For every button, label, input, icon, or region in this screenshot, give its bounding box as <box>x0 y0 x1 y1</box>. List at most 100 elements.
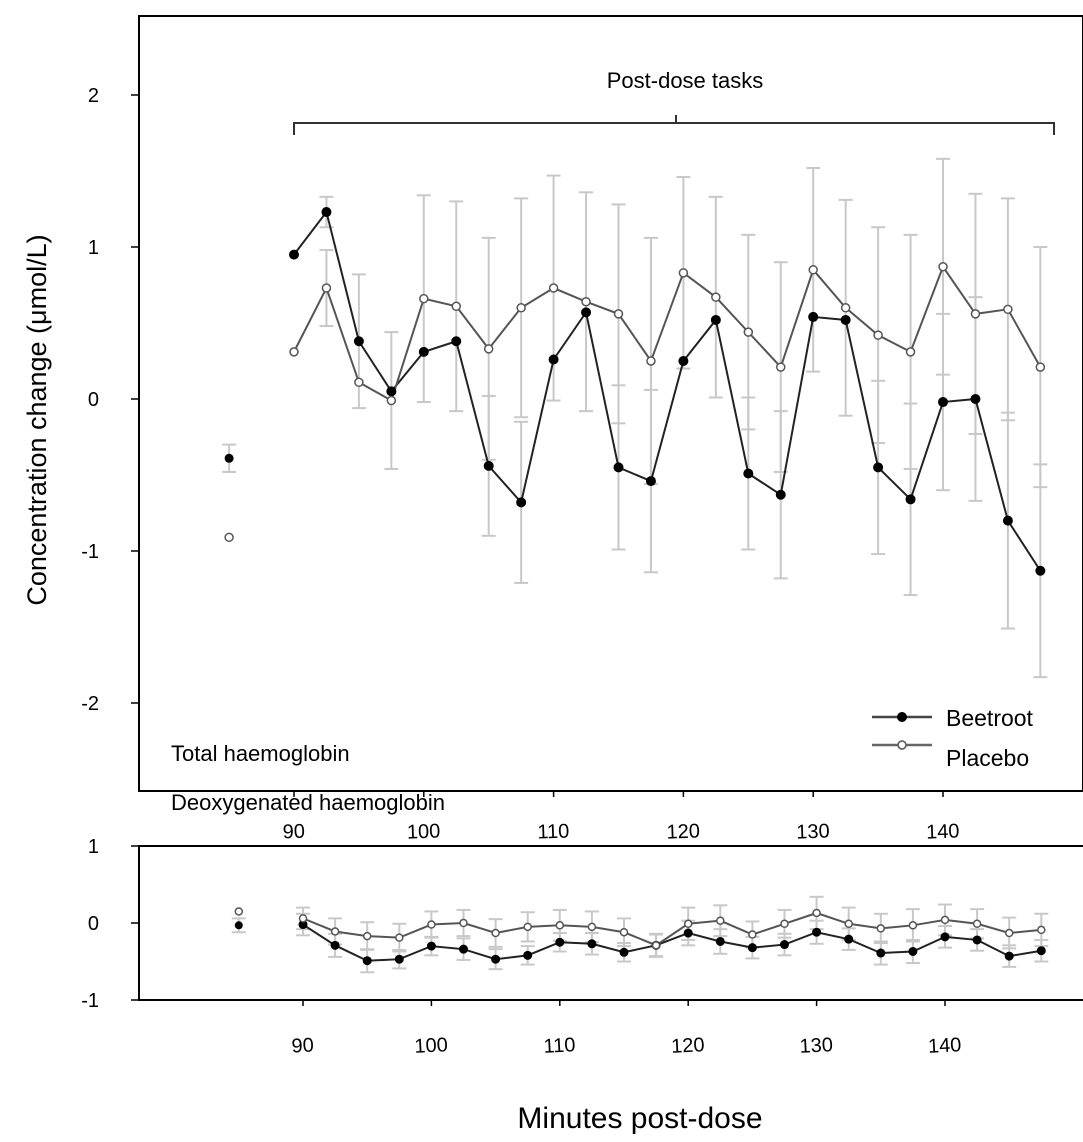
deoxy-beetroot-point <box>555 937 565 947</box>
total-plot-frame <box>138 15 1083 792</box>
total-placebo-point <box>711 292 721 302</box>
total-beetroot-point <box>970 394 981 404</box>
deoxy-beetroot-point <box>747 943 757 953</box>
legend-beetroot-marker <box>897 712 907 722</box>
total-beetroot-point <box>710 314 721 325</box>
deoxy-beetroot-point <box>715 936 725 946</box>
deoxy-beetroot-point <box>908 946 918 956</box>
deoxy-beetroot-point <box>619 947 629 957</box>
total-x-tick-label: 100 <box>407 820 441 843</box>
deoxy-beetroot-point <box>780 940 789 950</box>
deoxy-plot-frame <box>138 845 1083 1001</box>
deoxy-placebo-point <box>619 927 629 937</box>
total-placebo-point <box>581 296 591 307</box>
total-y-tick-label: 2 <box>88 85 99 107</box>
total-beetroot-point <box>938 397 948 408</box>
total-beetroot-point <box>418 346 429 357</box>
total-placebo-point <box>646 356 656 366</box>
deoxy-x-tick-label: 100 <box>414 1034 448 1058</box>
deoxy-beetroot-point <box>1036 946 1046 956</box>
legend-placebo-label: Placebo <box>946 745 1029 771</box>
total-beetroot-point <box>581 307 592 318</box>
deoxy-placebo-point <box>330 927 340 936</box>
total-x-tick-label: 130 <box>796 820 830 843</box>
deoxy-beetroot-point <box>876 948 886 958</box>
deoxy-y-tick-label: 1 <box>88 836 99 858</box>
deoxy-placebo-point <box>972 919 982 929</box>
total-placebo-point <box>743 327 754 337</box>
deoxy-placebo-point <box>459 918 468 928</box>
total-placebo-line <box>293 264 1042 402</box>
legend-placebo-marker <box>897 740 907 750</box>
post-dose-bracket-label: Post-dose tasks <box>607 68 764 93</box>
deoxy-placebo-point <box>748 930 757 939</box>
total-x-tick-label: 140 <box>926 820 960 843</box>
total-beetroot-point <box>905 494 916 505</box>
total-y-tick-label: 0 <box>88 389 99 411</box>
total-placebo-point <box>613 309 624 319</box>
deoxy-x-tick-label: 140 <box>927 1034 961 1058</box>
total-placebo-point <box>548 283 559 293</box>
total-placebo-point <box>1035 362 1046 372</box>
legend-beetroot-label: Beetroot <box>946 705 1034 731</box>
deoxy-placebo-point <box>812 908 821 918</box>
deoxy-x-tick-label: 130 <box>799 1034 833 1058</box>
total-x-tick-label: 90 <box>282 821 305 844</box>
deoxy-y-tick-label: -1 <box>81 990 99 1012</box>
total-x-tick-label: 120 <box>666 820 700 843</box>
deoxy-placebo-point <box>780 919 789 929</box>
total-beetroot-point <box>1002 515 1013 526</box>
deoxy-placebo-point <box>298 914 308 923</box>
deoxy-beetroot-line <box>302 923 1042 962</box>
deoxy-beetroot-point <box>683 928 693 938</box>
deoxy-placebo-point <box>876 924 886 933</box>
deoxy-beetroot-point <box>587 939 597 949</box>
deoxy-placebo-point <box>491 928 500 938</box>
deoxy-placebo-point <box>844 919 853 929</box>
deoxy-baseline-beetroot-point <box>234 921 243 930</box>
deoxy-beetroot-point <box>426 941 436 951</box>
total-placebo-point <box>321 283 332 293</box>
total-panel-label: Total haemoglobin <box>171 741 350 766</box>
total-beetroot-point <box>645 476 656 487</box>
total-beetroot-point <box>353 336 364 347</box>
total-placebo-point <box>873 330 883 340</box>
x-axis-label: Minutes post-dose <box>517 1102 762 1135</box>
total-beetroot-point <box>743 468 754 479</box>
total-placebo-point <box>938 262 948 272</box>
deoxygenated-haemoglobin-panel: -1 0 1 90 100 110 120 130 140 Deoxygenated haemog… <box>81 790 1083 1058</box>
total-beetroot-point <box>613 462 624 473</box>
deoxy-baseline-placebo-point <box>234 907 244 916</box>
deoxy-beetroot-point <box>459 944 468 954</box>
total-y-tick-label: 1 <box>88 237 99 259</box>
y-axis-label: Concentration change (μmol/L) <box>22 234 52 605</box>
total-beetroot-point <box>451 336 462 347</box>
total-placebo-point <box>289 347 299 357</box>
total-placebo-point <box>678 268 689 278</box>
deoxy-beetroot-point <box>1004 951 1014 961</box>
deoxy-beetroot-point <box>523 950 533 960</box>
deoxy-beetroot-point <box>812 927 822 937</box>
deoxy-placebo-point <box>362 931 372 941</box>
total-beetroot-point <box>808 311 819 322</box>
deoxy-placebo-point <box>1004 928 1014 938</box>
total-beetroot-point <box>289 249 299 260</box>
deoxy-placebo-point <box>940 915 950 925</box>
deoxy-placebo-point <box>427 920 436 929</box>
total-placebo-point <box>970 309 981 319</box>
total-beetroot-line <box>293 209 1042 572</box>
deoxy-panel-label: Deoxygenated haemoglobin <box>171 790 445 815</box>
total-beetroot-point <box>873 462 884 473</box>
deoxy-placebo-point <box>683 919 693 929</box>
deoxy-x-tick-label: 90 <box>291 1034 314 1057</box>
legend: Beetroot Placebo <box>872 705 1034 771</box>
deoxy-placebo-point <box>1037 925 1046 935</box>
deoxy-x-tick-label: 110 <box>543 1034 576 1058</box>
total-placebo-point <box>354 377 364 388</box>
deoxy-placebo-point <box>523 922 532 932</box>
total-beetroot-point <box>386 386 397 397</box>
total-baseline-placebo-point <box>224 532 234 543</box>
total-placebo-point <box>1003 304 1013 315</box>
total-placebo-point <box>840 303 851 313</box>
